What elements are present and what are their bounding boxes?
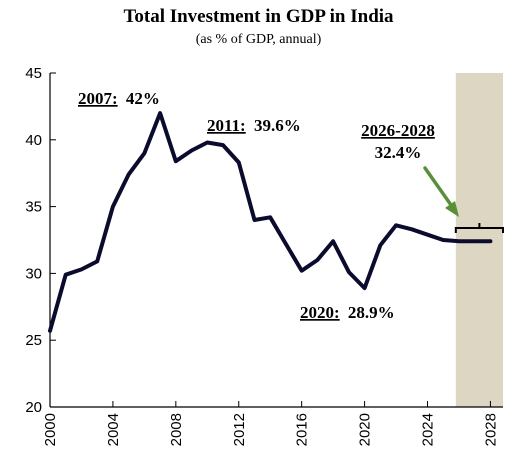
y-tick-label: 40	[25, 132, 42, 149]
data-point	[96, 260, 98, 262]
x-tick-label: 2016	[294, 413, 311, 446]
x-tick-label: 2000	[42, 413, 59, 446]
x-tick-label: 2012	[231, 413, 248, 446]
y-tick-label: 45	[25, 65, 42, 82]
x-tick-label: 2008	[168, 413, 185, 446]
data-point	[458, 240, 460, 242]
x-tick-label: 2020	[357, 413, 374, 446]
annotation-2007-year: 2007:	[78, 89, 118, 108]
y-tick-label: 25	[25, 332, 42, 349]
data-point	[474, 240, 476, 242]
data-point	[65, 274, 67, 276]
data-point	[348, 271, 350, 273]
data-point	[190, 149, 193, 152]
data-point	[206, 141, 208, 144]
annotation-layer	[423, 166, 504, 233]
data-point	[269, 216, 271, 218]
data-point	[426, 234, 429, 236]
data-point	[128, 173, 130, 176]
data-point	[301, 270, 303, 272]
annotation-2020: 2020: 28.9%	[300, 303, 395, 322]
data-point	[175, 160, 177, 162]
axis-layer: 20 25 30 35 40 45 2000 2004 2008 2012 2016 2020 2024…	[25, 65, 503, 446]
data-point	[143, 152, 145, 154]
chart-title: Total Investment in GDP in India	[123, 6, 394, 27]
annotation-arrow-head	[445, 201, 459, 217]
annotation-2011-value: 39.6%	[254, 116, 301, 135]
data-point	[238, 161, 240, 164]
x-tick-label: 2028	[482, 413, 499, 446]
data-point	[442, 239, 444, 241]
y-tick-label: 35	[25, 199, 42, 216]
series-line	[48, 111, 493, 333]
chart-subtitle: (as % of GDP, annual)	[196, 32, 322, 47]
annotation-2007-value: 42%	[126, 89, 160, 108]
annotation-2011-year: 2011:	[207, 116, 246, 135]
annotation-2011: 2011: 39.6%	[207, 116, 301, 135]
data-point	[489, 240, 492, 242]
series-layer	[48, 111, 493, 333]
data-point	[332, 240, 334, 242]
y-tick-label: 20	[25, 399, 42, 416]
data-point	[159, 112, 161, 114]
data-point	[363, 287, 366, 289]
annotation-2007: 2007: 42%	[78, 89, 160, 108]
data-point	[316, 259, 318, 261]
x-tick-label: 2004	[105, 413, 122, 446]
annotation-2020-year: 2020:	[300, 303, 340, 322]
forecast-bracket	[454, 222, 504, 233]
x-tick-label: 2024	[420, 413, 437, 446]
annotation-forecast-value: 32.4%	[375, 143, 422, 162]
data-point	[80, 268, 83, 270]
annotation-2020-value: 28.9%	[348, 303, 395, 322]
data-point	[411, 228, 413, 230]
data-point	[49, 330, 51, 332]
data-point	[253, 219, 256, 221]
data-point	[222, 144, 224, 146]
annotation-arrow-shaft	[423, 166, 453, 207]
data-point	[285, 243, 287, 245]
data-point	[112, 206, 114, 208]
annotation-forecast-label: 2026-2028	[361, 121, 435, 140]
data-point	[379, 244, 381, 246]
data-point	[395, 224, 397, 226]
y-tick-label: 30	[25, 265, 42, 282]
